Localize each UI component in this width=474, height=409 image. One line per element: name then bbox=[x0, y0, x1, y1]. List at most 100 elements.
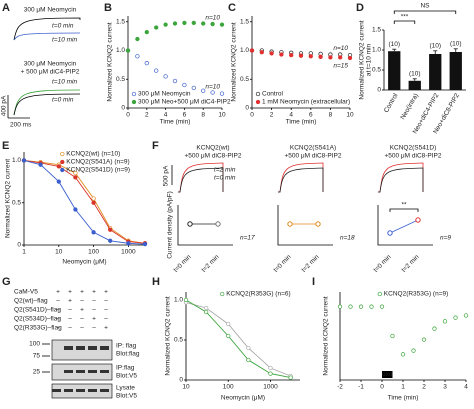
x-tick-label: 8 bbox=[201, 112, 205, 119]
label: + bbox=[104, 289, 108, 296]
y-tick-label: 1.0 bbox=[240, 47, 249, 54]
trace bbox=[178, 167, 224, 193]
label: t=0 min bbox=[272, 253, 292, 273]
label: n=9 bbox=[440, 235, 451, 242]
stimulus-bar bbox=[382, 371, 393, 378]
label: – bbox=[92, 298, 96, 305]
x-tick-label: 10 bbox=[346, 112, 354, 119]
point bbox=[463, 313, 469, 318]
label: – bbox=[104, 307, 108, 314]
x-tick-label: 10 bbox=[55, 249, 63, 256]
legend-marker bbox=[220, 291, 225, 297]
label: t=0 min bbox=[52, 97, 74, 104]
x-tick-label: 10 bbox=[182, 384, 190, 391]
point bbox=[268, 371, 273, 376]
y-tick-label: 1.5 bbox=[116, 18, 125, 25]
significance: *** bbox=[401, 14, 409, 21]
label: Q2(R353G)–flag bbox=[14, 325, 62, 332]
fit-line bbox=[185, 299, 291, 379]
label: 400 pA bbox=[1, 95, 8, 116]
label: – bbox=[80, 316, 84, 323]
fit-line bbox=[23, 160, 146, 244]
point bbox=[268, 365, 273, 371]
annotation: n=10 bbox=[205, 14, 220, 21]
annotation: n=10 bbox=[333, 45, 348, 52]
panel-label: A bbox=[2, 2, 10, 14]
point bbox=[358, 304, 364, 309]
legend-marker bbox=[377, 291, 382, 297]
point bbox=[154, 68, 159, 73]
trace bbox=[378, 167, 424, 193]
point bbox=[126, 241, 131, 246]
y-tick-label: 0.5 bbox=[240, 76, 249, 83]
y-tick-label: 0.5 bbox=[372, 67, 381, 74]
label: + bbox=[68, 298, 72, 305]
dot bbox=[315, 221, 321, 227]
label: 25 bbox=[33, 369, 41, 376]
point bbox=[135, 54, 140, 59]
x-tick-label: 6 bbox=[309, 112, 313, 119]
axis bbox=[377, 205, 433, 246]
label: KCNQ2(S541A) bbox=[290, 145, 336, 152]
significance: NS bbox=[420, 3, 430, 10]
point bbox=[163, 22, 168, 27]
point bbox=[226, 321, 231, 327]
legend-marker bbox=[255, 91, 261, 97]
label: t=0 min bbox=[172, 253, 192, 273]
panel-label: B bbox=[104, 2, 112, 14]
label: + bbox=[104, 325, 108, 332]
x-tick-label: 0 bbox=[126, 112, 130, 119]
point bbox=[182, 82, 187, 88]
axis bbox=[185, 292, 300, 381]
label: t=2 min bbox=[200, 253, 220, 273]
x-tick-label: 2 bbox=[270, 112, 274, 119]
label: – bbox=[56, 298, 60, 305]
trace bbox=[13, 17, 81, 41]
point bbox=[442, 319, 448, 324]
legend-marker bbox=[131, 91, 137, 97]
legend-marker bbox=[131, 99, 137, 105]
panel-label: H bbox=[152, 276, 160, 288]
label: +500 μM diC8-PIP2 bbox=[184, 153, 241, 160]
label: n=17 bbox=[240, 235, 255, 242]
point bbox=[91, 200, 96, 205]
label: + bbox=[80, 289, 84, 296]
label: t=0 min bbox=[372, 253, 392, 273]
label: + bbox=[80, 307, 84, 314]
label: 200 ms bbox=[10, 122, 32, 129]
x-axis-label: Time (min) bbox=[388, 395, 419, 402]
x-tick-label: 0 bbox=[250, 112, 254, 119]
dot bbox=[387, 230, 393, 236]
label: t=0 min bbox=[214, 175, 236, 182]
point bbox=[56, 179, 61, 184]
label: KCNQ2(S541D) bbox=[390, 145, 437, 152]
label: – bbox=[56, 316, 60, 323]
label: + bbox=[92, 289, 96, 296]
point bbox=[308, 54, 313, 59]
point bbox=[298, 53, 304, 58]
label: Blot:V5 bbox=[116, 373, 137, 380]
label: 100 bbox=[29, 341, 40, 348]
panel-label: G bbox=[2, 276, 11, 288]
bands bbox=[52, 346, 109, 392]
label: 75 bbox=[33, 353, 41, 360]
dot bbox=[287, 221, 293, 227]
label: Lysate bbox=[116, 385, 135, 392]
x-tick-label: 0 bbox=[380, 384, 384, 391]
point bbox=[288, 375, 293, 380]
y-tick-label: 1.0 bbox=[12, 157, 21, 164]
label: – bbox=[68, 307, 72, 314]
y-tick-label: 1.0 bbox=[372, 47, 381, 54]
bar bbox=[388, 51, 401, 90]
label: + 500 μM diC4-PIP2 bbox=[21, 69, 80, 76]
y-axis-label: Normalized KCNQ2 current bbox=[165, 296, 172, 375]
label: t=10 min bbox=[52, 79, 77, 86]
point bbox=[411, 348, 416, 353]
point bbox=[400, 352, 406, 357]
x-tick-label: 4 bbox=[164, 112, 168, 119]
label: – bbox=[80, 298, 84, 305]
label: ** bbox=[401, 202, 407, 209]
panel-label: F bbox=[152, 140, 159, 152]
point bbox=[369, 304, 374, 309]
